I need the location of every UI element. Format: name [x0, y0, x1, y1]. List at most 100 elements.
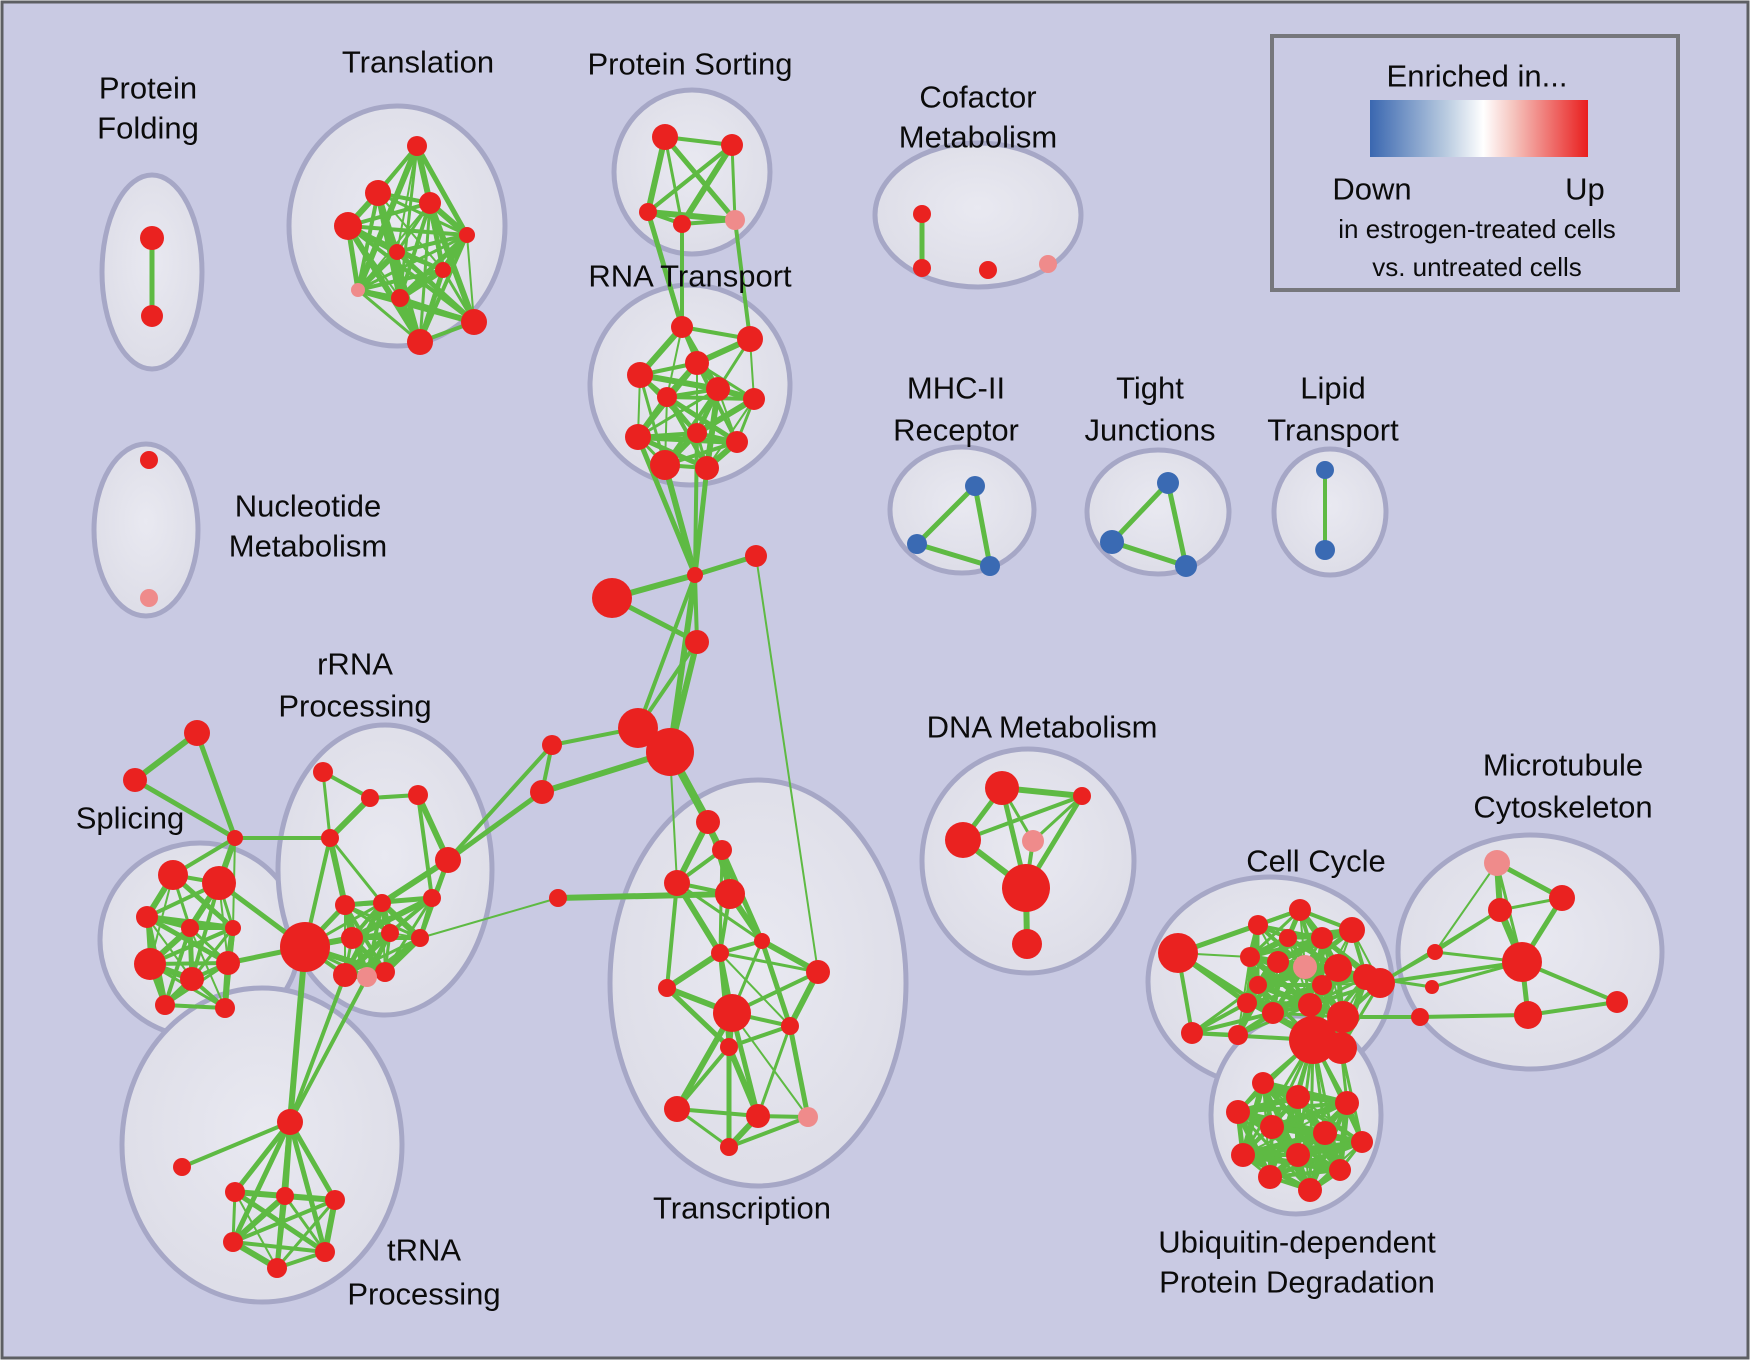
- node-h2: [646, 728, 694, 776]
- legend-box: [1270, 34, 1680, 292]
- edge-m1-m3: [972, 483, 993, 569]
- node-cc17: [1279, 929, 1297, 947]
- trna-processing-label-line2: Processing: [347, 1277, 500, 1312]
- node-r3: [627, 362, 653, 388]
- node-d1: [985, 771, 1019, 805]
- node-d2: [1073, 787, 1091, 805]
- edge-spa-spc: [194, 730, 238, 841]
- fan-edge-ch1-u12: [1308, 1038, 1315, 1192]
- node-t3: [419, 192, 441, 214]
- node-ccbig: [1158, 933, 1198, 973]
- node-tc14: [798, 1107, 818, 1127]
- mesh-edge-rr1-rr5: [321, 770, 332, 840]
- ubiquitin-degradation-label-line1: Ubiquitin-dependent: [1158, 1225, 1436, 1260]
- lipid-transport-ellipse: [1271, 446, 1389, 578]
- node-s10: [155, 995, 175, 1015]
- node-cc10: [1237, 993, 1257, 1013]
- cofactor-metabolism-label-line1: Cofactor: [919, 80, 1036, 115]
- mesh-edge-s4-s9: [189, 927, 226, 1009]
- mesh-edge-tc12-tc13: [675, 1107, 760, 1118]
- node-ps4: [673, 215, 691, 233]
- node-cc7: [1293, 955, 1317, 979]
- node-mt4: [1606, 991, 1628, 1013]
- mesh-edge-t5-t6: [395, 233, 469, 254]
- node-tc4: [715, 879, 745, 909]
- mesh-edge-t8-t11: [356, 288, 422, 344]
- node-d5: [1002, 864, 1050, 912]
- mhc-ii-receptor-label-line1: MHC-II: [907, 371, 1005, 406]
- node-r7: [743, 388, 765, 410]
- dna-metabolism-label-line1: DNA Metabolism: [927, 710, 1158, 745]
- node-rr3: [408, 785, 428, 805]
- mesh-edge-ps2-ps4: [679, 142, 735, 227]
- node-r10: [726, 431, 748, 453]
- node-c5: [745, 545, 767, 567]
- mesh-edge-t5-t10: [466, 234, 475, 323]
- edge-rr10-trhub: [288, 973, 347, 1124]
- legend-subtitle-line1: in estrogen-treated cells: [1338, 214, 1615, 244]
- legend-down-label: Down: [1332, 172, 1411, 207]
- node-t1: [407, 136, 427, 156]
- node-trhub: [277, 1109, 303, 1135]
- edge-cc13-mtbig: [1378, 960, 1524, 985]
- lipid-transport-label-line2: Transport: [1267, 413, 1399, 448]
- node-s4: [181, 919, 199, 937]
- rrna-processing-label-line1: rRNA: [317, 647, 393, 682]
- node-rr14: [423, 889, 441, 907]
- edge-mtpink-mtc1: [1434, 862, 1498, 953]
- mesh-edge-t7-t8: [356, 268, 445, 292]
- cluster-labels: Protein Folding Translation Protein Sorting…: [76, 45, 1653, 1312]
- node-rr13: [411, 929, 429, 947]
- microtubule-cytoskeleton-label-line2: Cytoskeleton: [1473, 790, 1652, 825]
- node-mtbig: [1502, 942, 1542, 982]
- ubiquitin-degradation-label-line2: Protein Degradation: [1159, 1265, 1435, 1300]
- node-l1: [1316, 461, 1334, 479]
- node-ch2: [1325, 1032, 1357, 1064]
- mhc-ii-receptor-ellipse: [887, 444, 1037, 576]
- node-rr11: [375, 962, 395, 982]
- node-tc1: [696, 810, 720, 834]
- node-c1: [542, 735, 562, 755]
- cofactor-metabolism-label-line2: Metabolism: [899, 120, 1058, 155]
- edge-tj1-tj3: [1165, 480, 1189, 569]
- node-trlone: [173, 1158, 191, 1176]
- mesh-edge-ps1-ps4: [663, 135, 684, 226]
- node-rr6: [335, 895, 355, 915]
- node-cc12: [1298, 993, 1322, 1017]
- nucleotide-metabolism-label-line1: Nucleotide: [235, 489, 381, 524]
- node-r12: [695, 456, 719, 480]
- edge-d2-d4: [1031, 794, 1084, 843]
- node-r5: [706, 377, 730, 401]
- mesh-edge-rr5-rr7: [328, 836, 384, 905]
- fan-edge-trhub-th4: [230, 1119, 293, 1245]
- node-tj2: [1100, 530, 1124, 554]
- mesh-edge-r6-r10: [664, 394, 740, 445]
- edge-mtc1-mt2: [1433, 908, 1502, 954]
- mesh-edge-t3-t10: [427, 200, 477, 325]
- node-tj3: [1175, 555, 1197, 577]
- nucleotide-metabolism-ellipse: [91, 441, 201, 619]
- mesh-edge-rr5-rr6: [327, 835, 348, 908]
- nodes-layer: [123, 124, 1628, 1278]
- node-r4: [685, 351, 709, 375]
- mesh-edge-t6-t8: [355, 249, 400, 293]
- node-th4: [223, 1232, 243, 1252]
- node-r1: [671, 316, 693, 338]
- edge-cc16-cc11: [1190, 1011, 1275, 1035]
- node-rr15: [435, 847, 461, 873]
- nucleotide-metabolism-label-line2: Metabolism: [229, 529, 388, 564]
- node-r8: [625, 424, 651, 450]
- node-t4: [334, 212, 362, 240]
- microtubule-cytoskeleton-label-line1: Microtubule: [1483, 748, 1643, 783]
- rrna-processing-label-line2: Processing: [278, 689, 431, 724]
- node-s3: [136, 906, 158, 928]
- edge-m2-m3: [914, 541, 993, 569]
- node-tc7: [658, 979, 676, 997]
- node-rr8: [341, 927, 363, 949]
- mesh-edge-r7-r9: [694, 396, 757, 436]
- node-pf1: [140, 226, 164, 250]
- node-s6: [134, 948, 166, 980]
- node-r11: [650, 450, 680, 480]
- tight-junctions-label-line1: Tight: [1116, 371, 1184, 406]
